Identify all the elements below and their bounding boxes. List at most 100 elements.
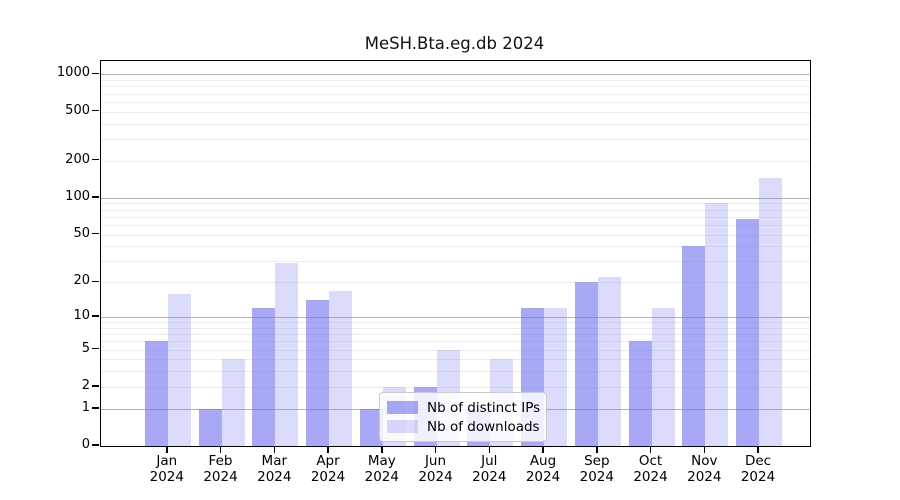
y-tick-label-50: 50 — [73, 225, 90, 241]
bar-downloads-aug — [544, 308, 567, 446]
x-tick-label-nov: Nov 2024 — [687, 453, 722, 485]
x-tick-mark-jun — [434, 446, 437, 453]
x-tick-mark-feb — [219, 446, 222, 453]
minor-gridline-80 — [101, 209, 810, 211]
bar-distinct-ips-sep — [574, 282, 598, 446]
minor-gridline-90 — [101, 203, 810, 205]
bar-downloads-sep — [597, 277, 621, 446]
major-gridline-10 — [101, 317, 810, 318]
minor-gridline-70 — [101, 216, 810, 218]
minor-gridline-200 — [101, 160, 810, 162]
y-tick-label-0: 0 — [81, 437, 90, 452]
y-tick-mark-1 — [92, 407, 99, 409]
y-tick-label-5: 5 — [81, 340, 90, 356]
y-tick-mark-1000 — [92, 72, 99, 75]
x-tick-label-jan: Jan 2024 — [149, 453, 184, 485]
legend: Nb of distinct IPs Nb of downloads — [379, 392, 547, 442]
x-tick-label-mar: Mar 2024 — [257, 453, 292, 485]
legend-item-downloads: Nb of downloads — [387, 417, 540, 436]
x-tick-mark-jul — [488, 446, 490, 453]
major-gridline-1000 — [101, 74, 810, 76]
plot-area: Nb of distinct IPs Nb of downloads — [100, 60, 811, 447]
bar-downloads-apr — [329, 290, 352, 446]
bar-downloads-dec — [759, 178, 782, 446]
minor-gridline-900 — [101, 80, 810, 81]
y-tick-mark-100 — [92, 196, 99, 198]
bar-downloads-mar — [275, 263, 299, 446]
x-tick-label-jul: Jul 2024 — [472, 453, 507, 485]
y-tick-mark-200 — [92, 158, 99, 161]
minor-gridline-2 — [101, 386, 810, 388]
x-tick-mark-sep — [596, 446, 598, 453]
bar-downloads-jan — [167, 293, 191, 446]
y-tick-label-20: 20 — [73, 273, 90, 289]
x-tick-label-sep: Sep 2024 — [579, 453, 614, 485]
bar-distinct-ips-apr — [306, 300, 329, 446]
y-tick-label-200: 200 — [65, 151, 90, 167]
bar-distinct-ips-feb — [198, 408, 222, 446]
x-tick-mark-oct — [649, 446, 652, 453]
bar-distinct-ips-may — [359, 408, 383, 446]
y-tick-mark-10 — [92, 315, 99, 317]
x-tick-mark-apr — [327, 446, 329, 453]
bar-downloads-oct — [651, 308, 675, 446]
y-tick-mark-20 — [92, 280, 99, 282]
bar-downloads-feb — [221, 359, 245, 446]
minor-gridline-9 — [101, 322, 810, 324]
bar-distinct-ips-mar — [252, 308, 276, 446]
minor-gridline-20 — [101, 282, 810, 284]
minor-gridline-30 — [101, 261, 810, 263]
x-tick-mark-aug — [542, 446, 544, 453]
y-tick-mark-500 — [92, 109, 99, 112]
minor-gridline-7 — [101, 334, 810, 336]
bar-distinct-ips-dec — [736, 219, 759, 446]
y-tick-mark-5 — [92, 347, 99, 350]
minor-gridline-700 — [101, 93, 810, 95]
y-tick-label-500: 500 — [65, 102, 90, 118]
bar-distinct-ips-nov — [682, 246, 706, 446]
minor-gridline-300 — [101, 139, 810, 140]
minor-gridline-40 — [101, 246, 810, 248]
y-tick-label-100: 100 — [65, 188, 90, 204]
legend-label-downloads: Nb of downloads — [427, 418, 540, 435]
x-tick-mark-dec — [757, 446, 759, 453]
x-tick-mark-mar — [273, 446, 275, 453]
minor-gridline-4 — [101, 359, 810, 361]
legend-swatch-distinct-ips — [387, 401, 418, 414]
minor-gridline-6 — [101, 341, 810, 343]
legend-item-distinct-ips: Nb of distinct IPs — [387, 398, 541, 417]
x-tick-mark-may — [381, 446, 383, 453]
legend-label-distinct-ips: Nb of distinct IPs — [427, 399, 541, 416]
y-tick-mark-0 — [92, 444, 99, 446]
y-tick-label-1: 1 — [81, 399, 90, 415]
minor-gridline-5 — [101, 349, 810, 351]
minor-gridline-50 — [101, 234, 810, 236]
minor-gridline-60 — [101, 224, 810, 226]
minor-gridline-400 — [101, 123, 810, 125]
x-tick-label-may: May 2024 — [364, 453, 399, 485]
legend-swatch-downloads — [387, 420, 418, 433]
y-tick-label-1000: 1000 — [56, 65, 90, 81]
x-tick-label-oct: Oct 2024 — [633, 453, 668, 485]
chart-title: MeSH.Bta.eg.db 2024 — [364, 34, 545, 53]
minor-gridline-800 — [101, 86, 810, 88]
y-tick-mark-2 — [92, 385, 99, 387]
bar-downloads-nov — [705, 202, 729, 446]
minor-gridline-8 — [101, 327, 810, 329]
x-tick-label-feb: Feb 2024 — [203, 453, 238, 485]
bar-distinct-ips-jan — [144, 341, 168, 446]
bar-distinct-ips-oct — [628, 341, 652, 446]
minor-gridline-3 — [101, 371, 810, 373]
major-gridline-100 — [101, 197, 810, 199]
x-tick-label-jun: Jun 2024 — [418, 453, 453, 485]
minor-gridline-600 — [101, 101, 810, 103]
x-tick-label-aug: Aug 2024 — [525, 453, 561, 485]
minor-gridline-500 — [101, 111, 810, 113]
y-tick-mark-50 — [92, 232, 99, 235]
y-tick-label-10: 10 — [73, 308, 90, 323]
x-tick-mark-jan — [166, 446, 168, 453]
x-tick-label-dec: Dec 2024 — [740, 453, 776, 485]
x-tick-label-apr: Apr 2024 — [310, 453, 346, 485]
y-tick-label-2: 2 — [81, 377, 90, 393]
